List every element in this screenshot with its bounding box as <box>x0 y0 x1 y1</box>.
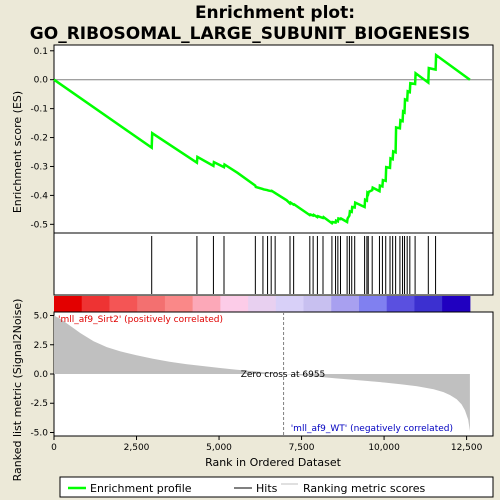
x-axis-label: Rank in Ordered Dataset <box>205 456 342 469</box>
metric-ytick-label: -5.0 <box>30 428 48 438</box>
chart-title-line2: GO_RIBOSOMAL_LARGE_SUBUNIT_BIOGENESIS <box>30 24 470 44</box>
ranking-metric-panel: -5.0 -2.5 0.0 2.5 5.0 'mll_af9_Sirt2' (posit… <box>11 299 494 482</box>
zero-cross-label: Zero cross at 6955 <box>241 370 326 380</box>
positive-label: 'mll_af9_Sirt2' (positively correlated) <box>58 315 223 325</box>
hits-area <box>53 232 494 296</box>
hits-panel <box>53 232 494 296</box>
es-ytick-label: -0.2 <box>30 134 48 144</box>
colorbar-segment <box>275 296 305 312</box>
x-tick-label: 2,500 <box>124 443 150 453</box>
legend-hits-label: Hits <box>256 482 278 495</box>
es-ylabel: Enrichment score (ES) <box>11 91 24 213</box>
colorbar-segment <box>248 296 277 312</box>
metric-ytick-label: 2.5 <box>34 341 48 351</box>
negative-label: 'mll_af9_WT' (negatively correlated) <box>291 424 453 434</box>
colorbar-segment <box>137 296 166 312</box>
colorbar-segment <box>386 296 415 312</box>
metric-ytick-label: 5.0 <box>34 312 49 322</box>
colorbar-segment <box>331 296 360 312</box>
legend: Enrichment profile Hits Ranking metric s… <box>59 476 494 498</box>
enrichment-profile-line <box>53 52 471 226</box>
metric-ytick-label: -2.5 <box>30 399 48 409</box>
x-tick-label: 10,000 <box>368 443 400 453</box>
legend-metric-label: Ranking metric scores <box>303 482 425 495</box>
metric-ylabel: Ranked list metric (Signal2Noise) <box>11 299 24 482</box>
es-plot-area <box>53 44 494 234</box>
rank-colorbar <box>54 296 471 312</box>
colorbar-segment <box>192 296 221 312</box>
ranking-metric-area <box>54 315 470 432</box>
es-ytick-label: -0.1 <box>30 105 48 115</box>
es-ytick-label: 0.1 <box>34 47 48 57</box>
colorbar-segment <box>81 296 110 312</box>
colorbar-segment <box>109 296 138 312</box>
colorbar-segment <box>442 296 471 312</box>
colorbar-segment <box>54 296 83 312</box>
chart-title-line1: Enrichment plot: <box>195 3 355 23</box>
x-tick-label: 0 <box>51 443 57 453</box>
es-panel: -0.5 -0.4 -0.3 -0.2 -0.1 0.0 0.1 Enrichment sc… <box>11 44 494 234</box>
es-ytick-label: -0.5 <box>30 220 48 230</box>
colorbar-segment <box>164 296 194 312</box>
colorbar-segment <box>220 296 249 312</box>
legend-enrichment-label: Enrichment profile <box>90 482 192 495</box>
colorbar-segment <box>358 296 388 312</box>
colorbar-segment <box>414 296 443 312</box>
es-ytick-label: -0.3 <box>30 162 48 172</box>
es-ytick-label: 0.0 <box>34 76 49 86</box>
colorbar-segment <box>303 296 332 312</box>
metric-ytick-label: 0.0 <box>34 370 49 380</box>
es-ytick-label: -0.4 <box>30 191 48 201</box>
x-tick-label: 12,500 <box>451 443 483 453</box>
x-tick-label: 7,500 <box>289 443 315 453</box>
x-tick-label: 5,000 <box>206 443 232 453</box>
legend-box <box>59 476 494 498</box>
